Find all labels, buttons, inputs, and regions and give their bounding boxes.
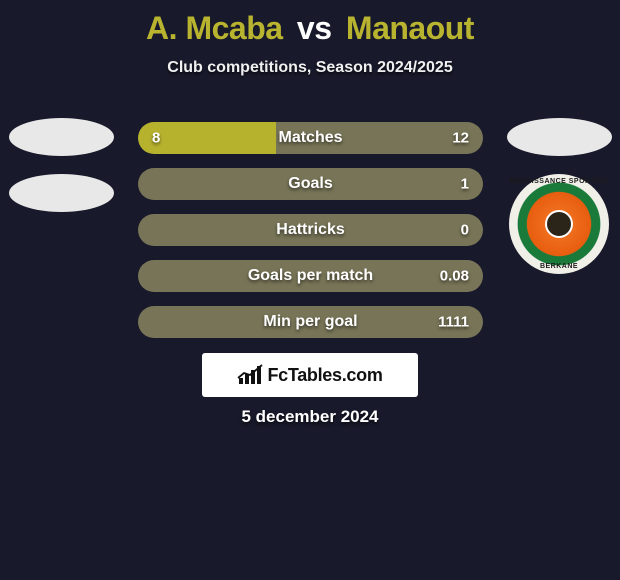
stat-bar: Goals per match 0.08: [138, 260, 483, 292]
vs-label: vs: [297, 10, 332, 46]
stat-bar: Matches 8 12: [138, 122, 483, 154]
brand-bars-icon: [237, 364, 265, 386]
stat-bar: Hattricks 0: [138, 214, 483, 246]
stat-bar: Min per goal 1111: [138, 306, 483, 338]
stat-bar: Goals 1: [138, 168, 483, 200]
club-badge-ball-icon: [545, 210, 573, 238]
stat-bar-right-value: 0.08: [440, 268, 469, 285]
footer-date: 5 december 2024: [0, 407, 620, 427]
stat-bar-label: Goals: [288, 175, 332, 193]
comparison-bars: Matches 8 12 Goals 1 Hattricks 0 Goals per matc…: [138, 122, 483, 338]
stat-bar-label: Hattricks: [276, 221, 344, 239]
player1-avatar-placeholder: [9, 118, 114, 156]
brand-box: FcTables.com: [202, 353, 418, 397]
player2-club-badge: RENAISSANCE SPORTIVE BERKANE: [509, 174, 609, 274]
player2-name: Manaout: [346, 10, 474, 46]
stat-bar-label: Min per goal: [263, 313, 357, 331]
stat-bar-left-value: 8: [152, 130, 160, 147]
brand-text: FcTables.com: [267, 365, 382, 386]
stat-bar-right-value: 1111: [438, 314, 469, 331]
stat-bar-label: Goals per match: [248, 267, 373, 285]
subtitle: Club competitions, Season 2024/2025: [0, 59, 620, 77]
club-badge-text-bottom: BERKANE: [540, 263, 578, 270]
left-badge-column: [6, 118, 116, 212]
player1-name: A. Mcaba: [146, 10, 282, 46]
stat-bar-right-value: 0: [461, 222, 469, 239]
stat-bar-right-value: 12: [452, 130, 469, 147]
club-badge-text-top: RENAISSANCE SPORTIVE: [510, 178, 608, 185]
player2-avatar-placeholder: [507, 118, 612, 156]
player1-club-placeholder: [9, 174, 114, 212]
stat-bar-right-value: 1: [461, 176, 469, 193]
page-title: A. Mcaba vs Manaout: [0, 0, 620, 47]
stat-bar-label: Matches: [278, 129, 342, 147]
right-badge-column: RENAISSANCE SPORTIVE BERKANE: [504, 118, 614, 274]
